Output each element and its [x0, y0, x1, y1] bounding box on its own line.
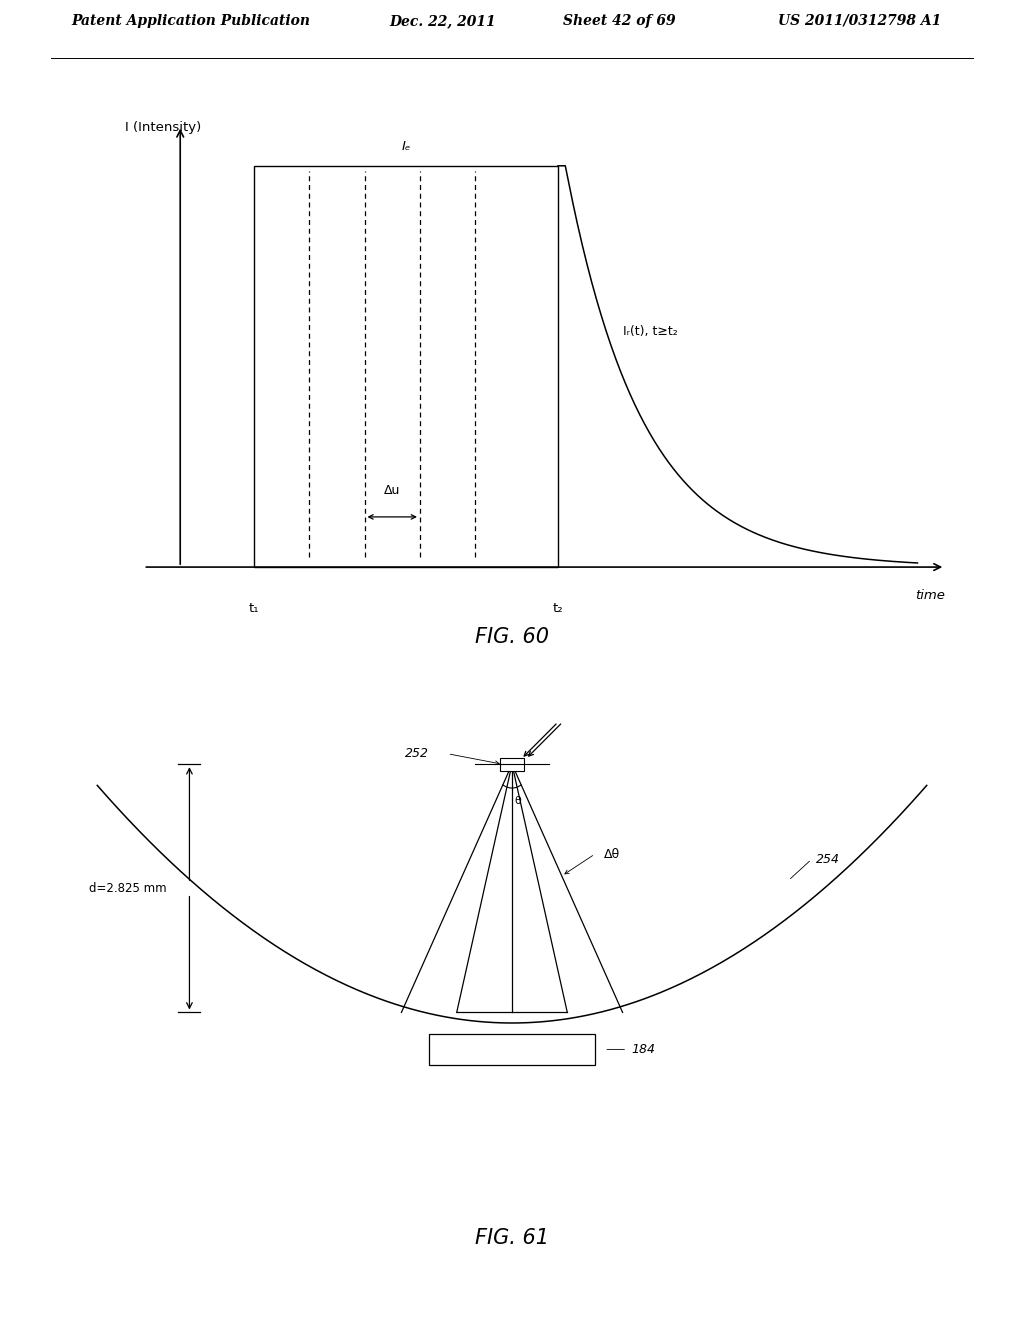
Text: Δθ: Δθ	[604, 847, 621, 861]
Text: 184: 184	[632, 1043, 655, 1056]
Text: US 2011/0312798 A1: US 2011/0312798 A1	[778, 13, 941, 28]
Bar	[429, 1034, 595, 1065]
Text: I (Intensity): I (Intensity)	[125, 120, 201, 133]
Text: Iₑ: Iₑ	[401, 140, 411, 153]
Text: 252: 252	[406, 747, 429, 760]
Text: Δu: Δu	[384, 484, 400, 496]
Text: 254: 254	[816, 853, 840, 866]
Text: t₂: t₂	[553, 602, 563, 615]
Text: time: time	[915, 589, 945, 602]
Text: Dec. 22, 2011: Dec. 22, 2011	[389, 13, 496, 28]
Text: d=2.825 mm: d=2.825 mm	[89, 882, 166, 895]
Bar	[254, 166, 558, 568]
Bar	[501, 758, 523, 771]
Text: Patent Application Publication: Patent Application Publication	[72, 13, 310, 28]
Text: FIG. 61: FIG. 61	[475, 1228, 549, 1247]
Text: FIG. 60: FIG. 60	[475, 627, 549, 647]
Text: t₁: t₁	[249, 602, 259, 615]
Text: Iᵣ(t), t≥t₂: Iᵣ(t), t≥t₂	[623, 325, 677, 338]
Text: Sheet 42 of 69: Sheet 42 of 69	[563, 13, 676, 28]
Text: θ: θ	[515, 796, 521, 807]
